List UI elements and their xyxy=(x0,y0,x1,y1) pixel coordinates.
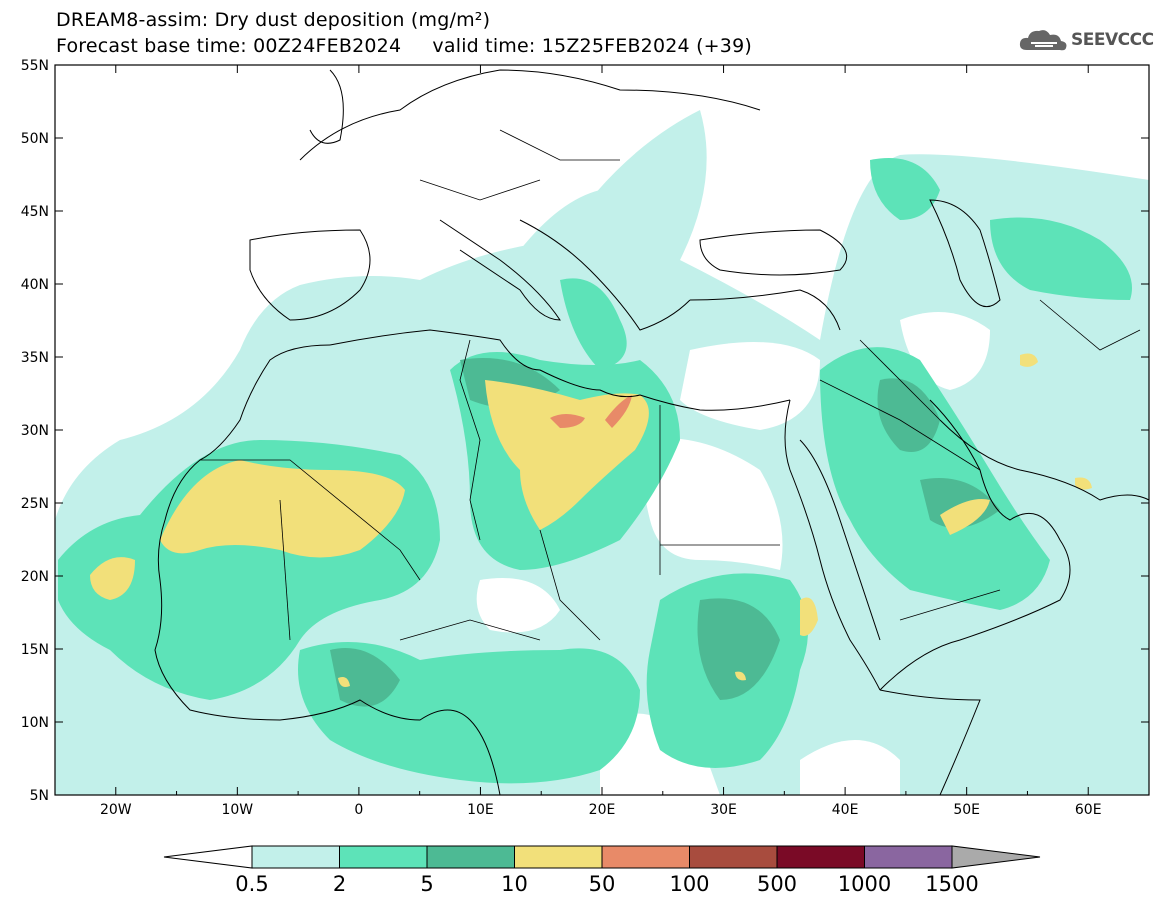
clear-area-niger xyxy=(476,578,560,633)
colorbar-swatch xyxy=(251,845,340,869)
dust-band-10-50-small-4 xyxy=(735,671,746,681)
border-europe-1 xyxy=(419,179,541,201)
border-nigeria xyxy=(399,619,541,641)
country-borders xyxy=(200,129,1141,641)
lat-tick-label: 20N xyxy=(21,569,49,585)
colorbar-swatch xyxy=(514,845,603,869)
lat-tick-label: 5N xyxy=(30,788,49,804)
lon-tick-label: 10E xyxy=(467,802,494,818)
lon-tick-label: 10W xyxy=(221,802,253,818)
dust-band-10-50-mauritania xyxy=(160,460,405,558)
border-chad xyxy=(539,529,601,641)
coast-uk xyxy=(309,69,344,144)
colorbar-label: 50 xyxy=(589,872,616,896)
coast-iran xyxy=(939,419,1149,501)
lat-tick-label: 40N xyxy=(21,277,49,293)
colorbar-label: 10 xyxy=(501,872,528,896)
dust-band-10-50-coast xyxy=(90,557,135,600)
lon-tick-label: 40E xyxy=(832,802,859,818)
coast-europe-north xyxy=(299,69,761,161)
lat-tick-label: 10N xyxy=(21,715,49,731)
coast-italy xyxy=(439,219,561,321)
coastlines xyxy=(154,69,1149,795)
lat-tick-label: 55N xyxy=(21,58,49,74)
border-yemen xyxy=(899,589,1001,621)
dust-band-5-10-sahel xyxy=(330,648,400,707)
latitude-axis: 5N 10N 15N 20N 25N 30N 35N 40N 45N 50N 55N xyxy=(21,58,1149,804)
dust-band-50-100-libya xyxy=(550,414,585,428)
colorbar-label: 500 xyxy=(757,872,797,896)
colorbar-label: 1500 xyxy=(925,872,978,896)
colorbar-label: 100 xyxy=(669,872,709,896)
dust-band-10-50-arabia xyxy=(940,499,990,535)
clear-area-egypt xyxy=(680,342,820,430)
dust-field xyxy=(55,110,1149,795)
lat-tick-label: 35N xyxy=(21,350,49,366)
dust-band-50-100-libya-2 xyxy=(605,395,632,428)
title-line-2: Forecast base time: 00Z24FEB2024 valid t… xyxy=(56,35,752,57)
colorbar-label: 5 xyxy=(420,872,433,896)
dust-band-2-5-kazakh xyxy=(870,158,940,220)
coast-red-sea-west xyxy=(784,399,881,691)
lat-tick-label: 30N xyxy=(21,423,49,439)
seevccc-logo: SEEVCCC xyxy=(1017,26,1154,54)
lat-tick-label: 50N xyxy=(21,131,49,147)
title-line-1: DREAM8-assim: Dry dust deposition (mg/m²… xyxy=(56,9,491,31)
dust-band-10-50-small-2 xyxy=(1075,477,1092,490)
lat-tick-label: 45N xyxy=(21,204,49,220)
clear-area-sahara-east xyxy=(640,438,783,570)
colorbar-swatch xyxy=(776,845,865,869)
cloud-icon xyxy=(1019,30,1067,51)
colorbar-swatch xyxy=(601,845,690,869)
longitude-axis: 20W 10W 0 10E 20E 30E 40E 50E 60E xyxy=(54,65,1150,818)
colorbar-swatch xyxy=(864,845,953,869)
colorbar-label: 1000 xyxy=(838,872,891,896)
border-mauritania xyxy=(200,459,421,581)
lon-tick-label: 50E xyxy=(953,802,980,818)
colorbar-swatch xyxy=(426,845,515,869)
lon-tick-label: 20E xyxy=(589,802,616,818)
coast-black-sea xyxy=(699,229,848,276)
clear-area-horn xyxy=(800,740,900,795)
dust-band-10-50-sudan xyxy=(800,597,818,636)
colorbar-label: 0.5 xyxy=(235,872,268,896)
coast-turkey xyxy=(689,289,841,331)
lon-tick-label: 0 xyxy=(354,802,363,818)
dust-band-2-5-ionian xyxy=(560,278,627,370)
colorbar-swatch xyxy=(339,845,428,869)
dust-band-10-50-small-3 xyxy=(338,677,350,687)
lon-tick-label: 60E xyxy=(1075,802,1102,818)
lon-tick-label: 20W xyxy=(100,802,132,818)
lat-tick-label: 25N xyxy=(21,496,49,512)
dust-band-5-10-sudan xyxy=(697,598,780,700)
border-mali xyxy=(279,499,291,641)
border-europe-2 xyxy=(499,129,620,161)
border-iraq-iran xyxy=(859,339,941,421)
colorbar-arrow-left xyxy=(163,845,253,869)
colorbar-label: 2 xyxy=(333,872,346,896)
colorbar: 0.5 2 5 10 50 100 500 1000 1500 xyxy=(163,845,1041,896)
dust-band-10-50-small-1 xyxy=(1020,353,1038,367)
dust-band-2-5-central-asia xyxy=(990,217,1132,300)
border-afghan xyxy=(1039,299,1141,351)
logo-text: SEEVCCC xyxy=(1071,30,1154,50)
coast-north-africa xyxy=(329,329,791,411)
coast-caspian xyxy=(929,199,1001,308)
lon-tick-label: 30E xyxy=(710,802,737,818)
coast-balkans-greece xyxy=(519,219,691,331)
coast-horn xyxy=(879,689,981,795)
dust-band-5-10-arabia xyxy=(877,378,940,452)
coast-west-africa xyxy=(154,344,501,795)
coast-iberia xyxy=(249,229,371,321)
coast-red-sea-east xyxy=(799,439,881,641)
lat-tick-label: 15N xyxy=(21,642,49,658)
border-algeria-libya xyxy=(459,339,481,541)
colorbar-swatch xyxy=(689,845,778,869)
border-saudi xyxy=(819,379,981,471)
colorbar-arrow-right xyxy=(951,845,1041,869)
